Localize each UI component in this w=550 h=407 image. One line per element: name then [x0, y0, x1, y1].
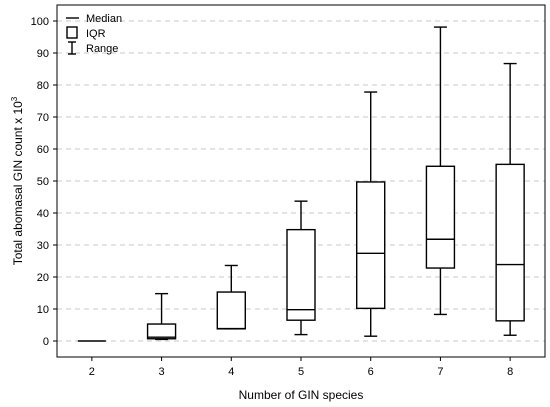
y-axis-title: Total abomasal GIN count x 103	[10, 96, 25, 265]
box-group-6	[356, 91, 386, 337]
y-tick-label: 20	[37, 272, 49, 284]
y-axis-ticks: 0 10 20 30 40 50 60 70 80 90 100	[31, 16, 57, 348]
x-tick-label: 8	[507, 366, 513, 378]
box-group-4	[216, 264, 246, 330]
iqr-box	[216, 291, 246, 330]
y-tick-label: 70	[37, 112, 49, 124]
legend: Median IQR Range	[66, 13, 122, 55]
plot-frame	[56, 4, 546, 358]
y-tick-label: 100	[31, 16, 49, 28]
y-tick-label: 80	[37, 80, 49, 92]
y-tick-label: 30	[37, 240, 49, 252]
legend-iqr-symbol	[66, 26, 78, 39]
y-tick-label: 10	[37, 304, 49, 316]
box-group-3	[146, 292, 177, 341]
box-group-5	[286, 200, 316, 336]
iqr-box	[356, 181, 386, 310]
legend-range-label: Range	[86, 43, 118, 55]
legend-iqr-label: IQR	[86, 28, 106, 40]
iqr-box	[286, 228, 316, 321]
legend-median-label: Median	[86, 13, 122, 25]
legend-range-symbol	[68, 41, 76, 55]
iqr-box	[146, 323, 177, 340]
box-group-8	[495, 62, 525, 336]
y-tick-label: 60	[37, 144, 49, 156]
x-axis-ticks: 2 3 4 5 6 7 8	[89, 357, 513, 378]
x-tick-label: 5	[298, 366, 304, 378]
x-axis-title: Number of GIN species	[239, 388, 364, 402]
iqr-box	[495, 163, 525, 322]
x-tick-label: 7	[437, 366, 443, 378]
box-series	[77, 26, 525, 342]
iqr-box	[425, 165, 456, 269]
x-tick-label: 6	[368, 366, 374, 378]
y-axis-title-superscript: 3	[10, 96, 19, 101]
box-group-7	[425, 26, 456, 316]
x-tick-label: 3	[159, 366, 165, 378]
y-tick-label: 90	[37, 48, 49, 60]
x-tick-label: 2	[89, 366, 95, 378]
y-tick-label: 0	[43, 336, 49, 348]
y-axis-title-main: Total abomasal GIN count x 10	[11, 101, 25, 265]
y-tick-label: 40	[37, 208, 49, 220]
y-tick-label: 50	[37, 176, 49, 188]
x-tick-label: 4	[228, 366, 234, 378]
